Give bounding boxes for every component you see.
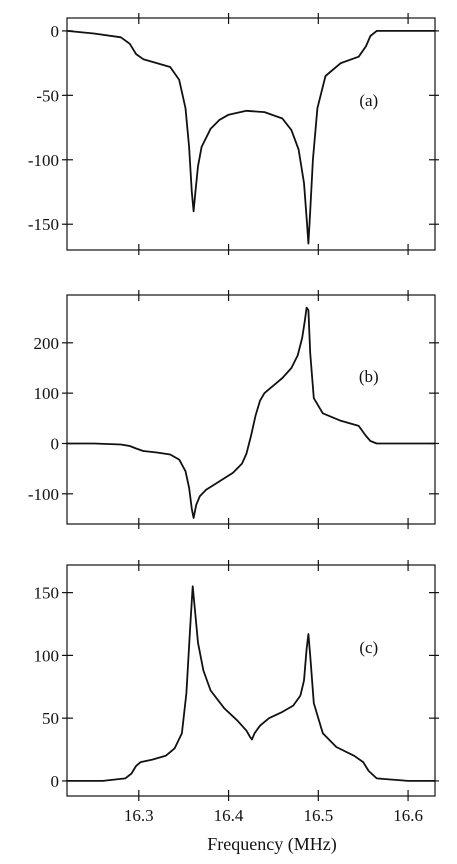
y-tick-label: 150 bbox=[34, 584, 60, 603]
y-tick-label: 50 bbox=[42, 709, 59, 728]
y-tick-label: 0 bbox=[51, 434, 60, 453]
x-axis-label: Frequency (MHz) bbox=[207, 834, 336, 855]
panel-frame bbox=[66, 17, 436, 251]
panel-2: 16.3 16.4 16.5 16.6 150 100 50 0 (c) bbox=[34, 560, 439, 825]
x-tick-label: 16.3 bbox=[124, 806, 154, 825]
y-tick-label: 0 bbox=[51, 772, 60, 791]
y-tick-label: 0 bbox=[51, 22, 60, 41]
panel-frame bbox=[66, 294, 436, 525]
panel-0: 0 -50 -100 -150 (a) bbox=[28, 13, 439, 255]
series-line bbox=[66, 30, 436, 245]
x-tick-label: 16.6 bbox=[393, 806, 423, 825]
series-line bbox=[66, 585, 436, 782]
y-tick-label: 200 bbox=[34, 334, 60, 353]
series-line bbox=[66, 306, 436, 519]
y-tick-label: -50 bbox=[36, 86, 59, 105]
panel-1: 200 100 0 -100 (b) bbox=[28, 290, 439, 529]
y-tick-label: -150 bbox=[28, 215, 59, 234]
panel-frame bbox=[66, 564, 436, 797]
y-tick-label: -100 bbox=[28, 151, 59, 170]
panel-label: (c) bbox=[359, 638, 378, 657]
x-tick-label: 16.4 bbox=[214, 806, 244, 825]
y-tick-label: 100 bbox=[34, 384, 60, 403]
panel-label: (b) bbox=[359, 367, 379, 386]
y-tick-label: 100 bbox=[34, 646, 60, 665]
y-tick-label: -100 bbox=[28, 485, 59, 504]
panel-label: (a) bbox=[359, 91, 378, 110]
x-tick-label: 16.5 bbox=[303, 806, 333, 825]
